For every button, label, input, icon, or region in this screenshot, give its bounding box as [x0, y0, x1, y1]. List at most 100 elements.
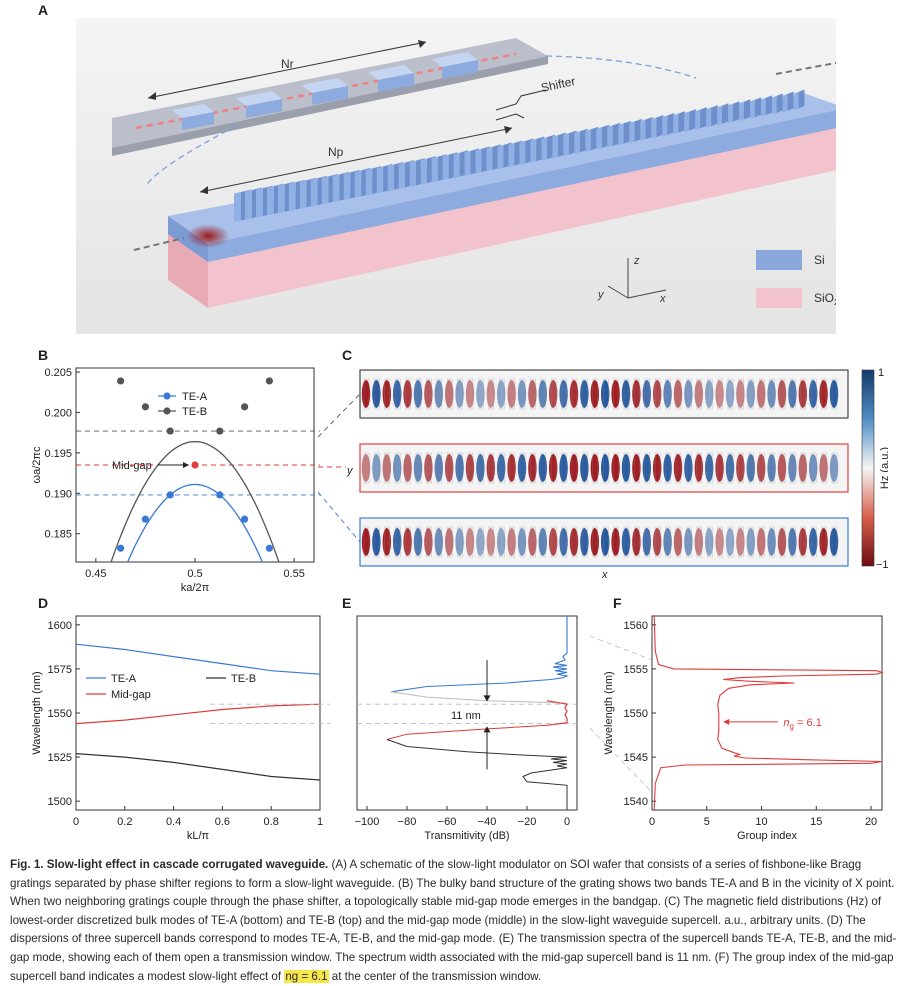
band-point — [216, 491, 224, 499]
y-tick-label: 1560 — [624, 620, 648, 632]
grating-tooth-side — [667, 113, 675, 135]
grating-tooth-front — [420, 158, 427, 185]
te-a-field-map — [359, 517, 849, 567]
grating-outline — [561, 526, 567, 558]
grating-outline — [592, 526, 598, 558]
grating-outline — [561, 378, 567, 410]
grating-tooth-front — [563, 133, 569, 157]
grating-tooth-side — [721, 103, 729, 124]
panel-a-schematic: Nr Np Shifter z x y Si SiO2 — [76, 18, 836, 334]
midgap-field-map — [359, 443, 849, 493]
grating-outline — [800, 378, 806, 410]
te-b-field-map — [359, 369, 849, 419]
grating-tooth-front — [234, 192, 241, 222]
grating-tooth-top — [431, 154, 447, 159]
connector-te-a — [318, 491, 361, 543]
x-tick-label: −20 — [518, 816, 537, 828]
y-tick-label: 0.190 — [44, 488, 72, 500]
panel-b-band-structure: 0.45 0.5 0.55 0.185 0.190 0.195 0.200 0.205 ka/2… — [31, 367, 320, 594]
grating-outline — [436, 452, 443, 484]
grating-tooth-top — [475, 146, 490, 151]
panel-f-group-index: 0 5 10 15 20 1540 1545 1550 1555 1560 Group index W… — [590, 615, 884, 842]
np-label: Np — [328, 145, 344, 159]
grating-tooth-top — [761, 95, 772, 100]
grating-outline — [707, 526, 713, 558]
grating-tooth-top — [365, 165, 382, 170]
grating-outline — [384, 452, 391, 484]
colorbar — [861, 369, 875, 567]
grating-outline — [686, 378, 692, 410]
grating-outline — [405, 452, 411, 484]
x-tick-label: 0.4 — [166, 816, 181, 828]
grating-tooth-front — [794, 92, 799, 110]
grating-outline — [374, 452, 380, 484]
panel-e-frame — [356, 615, 578, 811]
grating-tooth-front — [409, 160, 416, 187]
grating-tooth-top — [717, 103, 729, 108]
midgap-arrowhead — [183, 462, 189, 468]
grating-tooth-top — [288, 179, 306, 184]
grating-tooth-front — [772, 95, 777, 115]
y-tick-label: 1575 — [48, 664, 72, 676]
panel-c-field-maps: 1 −1 Hz (a.u.) x y — [318, 367, 888, 581]
grating-tooth-side — [798, 89, 805, 109]
group-index-annotation: ng = 6.1 — [783, 717, 821, 731]
grating-tooth-front — [739, 101, 744, 121]
grating-outline — [519, 378, 526, 410]
grating-outline — [738, 452, 744, 484]
grating-outline — [665, 378, 671, 410]
grating-tooth-top — [728, 101, 740, 106]
panel-label-b: B — [38, 347, 49, 363]
grating-outline — [769, 378, 775, 410]
grating-outline — [634, 378, 640, 410]
arrowhead-lower — [483, 726, 491, 733]
grating-outline — [405, 378, 411, 410]
grating-tooth-side — [743, 99, 751, 120]
grating-outline — [530, 378, 536, 410]
grating-outline — [613, 452, 619, 484]
band-curve — [126, 483, 264, 562]
grating-tooth-front — [244, 190, 252, 220]
grating-outline — [675, 526, 682, 558]
group-index-curve — [653, 615, 884, 811]
grating-outline — [779, 452, 786, 484]
grating-tooth-front — [288, 182, 296, 212]
colorbar-max: 1 — [878, 367, 884, 379]
grating-outline — [644, 452, 650, 484]
band-point — [166, 491, 174, 499]
grating-tooth-top — [343, 169, 360, 174]
grating-tooth-top — [234, 189, 251, 194]
panel-c-x-label: x — [601, 569, 608, 581]
grating-outline — [426, 378, 432, 410]
grating-outline — [561, 452, 567, 484]
grating-outline — [405, 526, 411, 558]
grating-tooth-side — [787, 91, 794, 111]
panel-label-c: C — [342, 347, 353, 363]
grating-outline — [582, 452, 588, 484]
x-tick-label: 5 — [704, 816, 710, 828]
grating-tooth-top — [321, 173, 338, 178]
grating-outline — [467, 378, 474, 410]
grating-tooth-top — [409, 158, 425, 163]
grating-tooth-side — [711, 105, 718, 127]
inset-blocks — [172, 52, 478, 130]
grating-tooth-front — [519, 141, 526, 165]
grating-tooth-top — [497, 142, 512, 147]
panel-c-y-label: y — [346, 465, 354, 477]
x-axis-label: ka/2π — [181, 582, 210, 594]
y-tick-label: 1545 — [624, 752, 648, 764]
grating-tooth-side — [700, 107, 707, 129]
panel-f-frame — [651, 615, 883, 811]
grating-tooth-top — [684, 109, 696, 114]
grating-outline — [498, 378, 505, 410]
grating-outline — [738, 378, 744, 410]
grating-outline — [675, 378, 682, 410]
grating-outline — [415, 452, 422, 484]
grating-outline — [769, 452, 775, 484]
band-point — [265, 377, 273, 385]
dispersion-line-mid-gap — [75, 703, 321, 725]
grating-outline — [686, 452, 692, 484]
legend-sio2-label: SiO2 — [814, 291, 836, 307]
grating-outline — [540, 452, 547, 484]
grating-tooth-top — [552, 132, 566, 137]
